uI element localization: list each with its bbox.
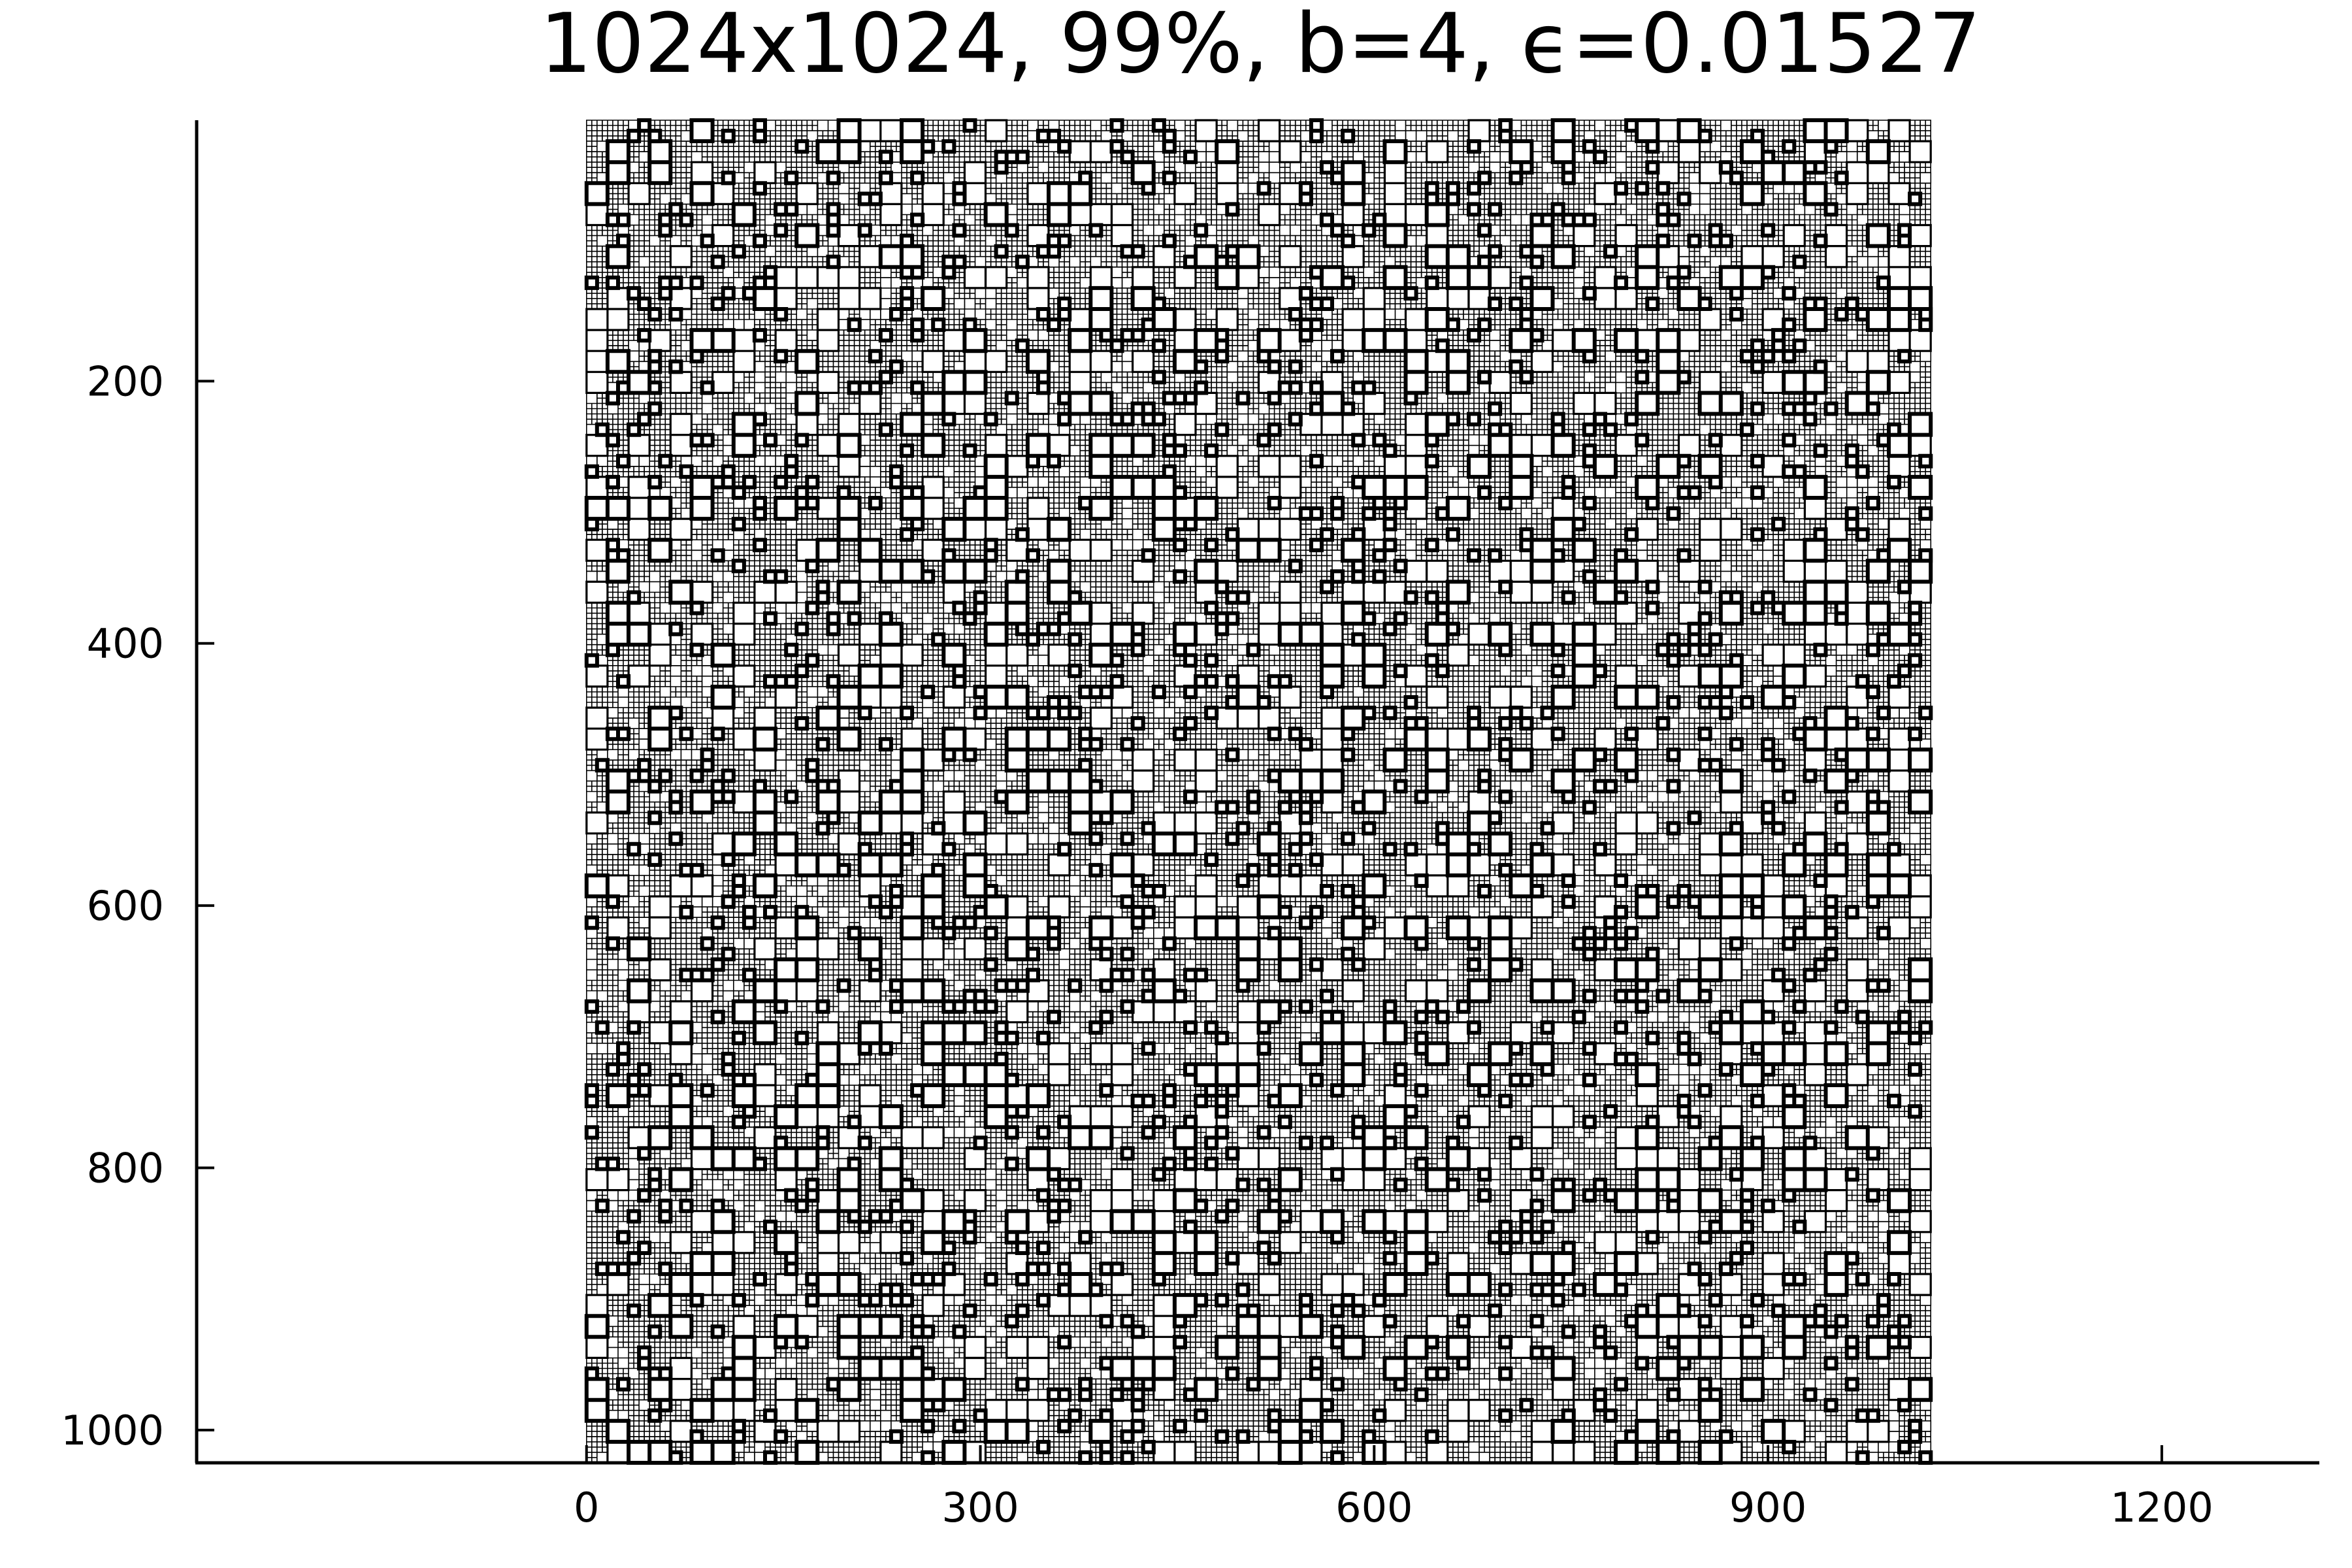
x-tick-label: 900 — [1729, 1484, 1806, 1531]
x-tick-label: 1200 — [2110, 1484, 2213, 1531]
x-ticks: 0 300 600 900 1200 — [574, 1445, 2213, 1531]
block-outlines-thick — [584, 118, 1933, 1465]
y-tick-label: 400 — [87, 620, 164, 668]
y-tick-label: 1000 — [61, 1407, 164, 1454]
y-ticks: 200 400 600 800 1000 — [61, 357, 214, 1454]
y-tick-label: 600 — [87, 882, 164, 930]
hierarchical-block-pattern — [584, 118, 1933, 1465]
chart-title: 1024x1024, 99%, b=4, ϵ=0.01527 — [540, 0, 1981, 91]
x-tick-label: 600 — [1335, 1484, 1413, 1531]
y-tick-label: 800 — [87, 1144, 164, 1192]
x-tick-label: 300 — [941, 1484, 1019, 1531]
x-tick-label: 0 — [574, 1484, 599, 1531]
y-tick-label: 200 — [87, 357, 164, 405]
